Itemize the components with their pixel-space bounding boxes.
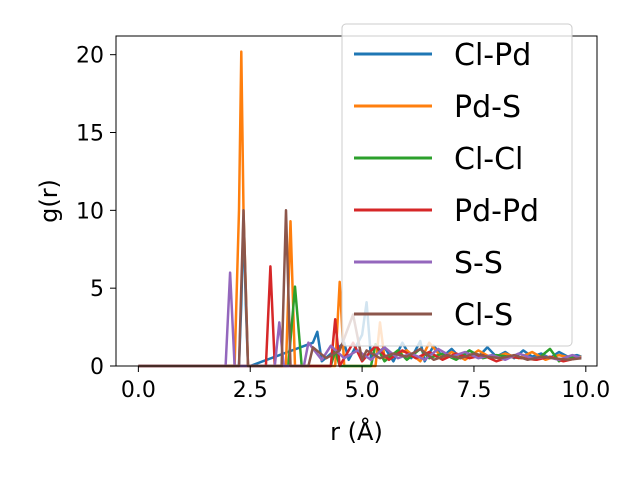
legend-label: Cl-Cl (454, 142, 523, 177)
legend-label: Pd-S (454, 90, 521, 125)
x-tick-label: 5.0 (345, 378, 380, 403)
x-axis: 0.0 2.5 5.0 7.5 10.0 (121, 366, 610, 403)
x-tick-label: 10.0 (561, 378, 610, 403)
legend-label: Pd-Pd (454, 194, 539, 229)
y-tick-label: 5 (90, 277, 104, 302)
x-tick-label: 7.5 (456, 378, 491, 403)
legend-label: Cl-S (454, 298, 513, 333)
series-line-s-s (138, 271, 582, 368)
y-tick-label: 15 (76, 122, 104, 147)
y-tick-label: 20 (76, 44, 104, 69)
x-tick-label: 0.0 (121, 378, 156, 403)
legend-label: S-S (454, 246, 503, 281)
legend-label: Cl-Pd (454, 38, 531, 73)
x-axis-label: r (Å) (330, 417, 383, 446)
y-tick-label: 0 (90, 355, 104, 380)
y-axis: 0 5 10 15 20 (76, 44, 116, 380)
legend: Cl-Pd Pd-S Cl-Cl Pd-Pd S-S Cl-S (341, 23, 573, 347)
y-tick-label: 10 (76, 199, 104, 224)
y-axis-label: g(r) (35, 179, 63, 223)
x-tick-label: 2.5 (233, 378, 268, 403)
series-line-cl-s (138, 209, 582, 368)
